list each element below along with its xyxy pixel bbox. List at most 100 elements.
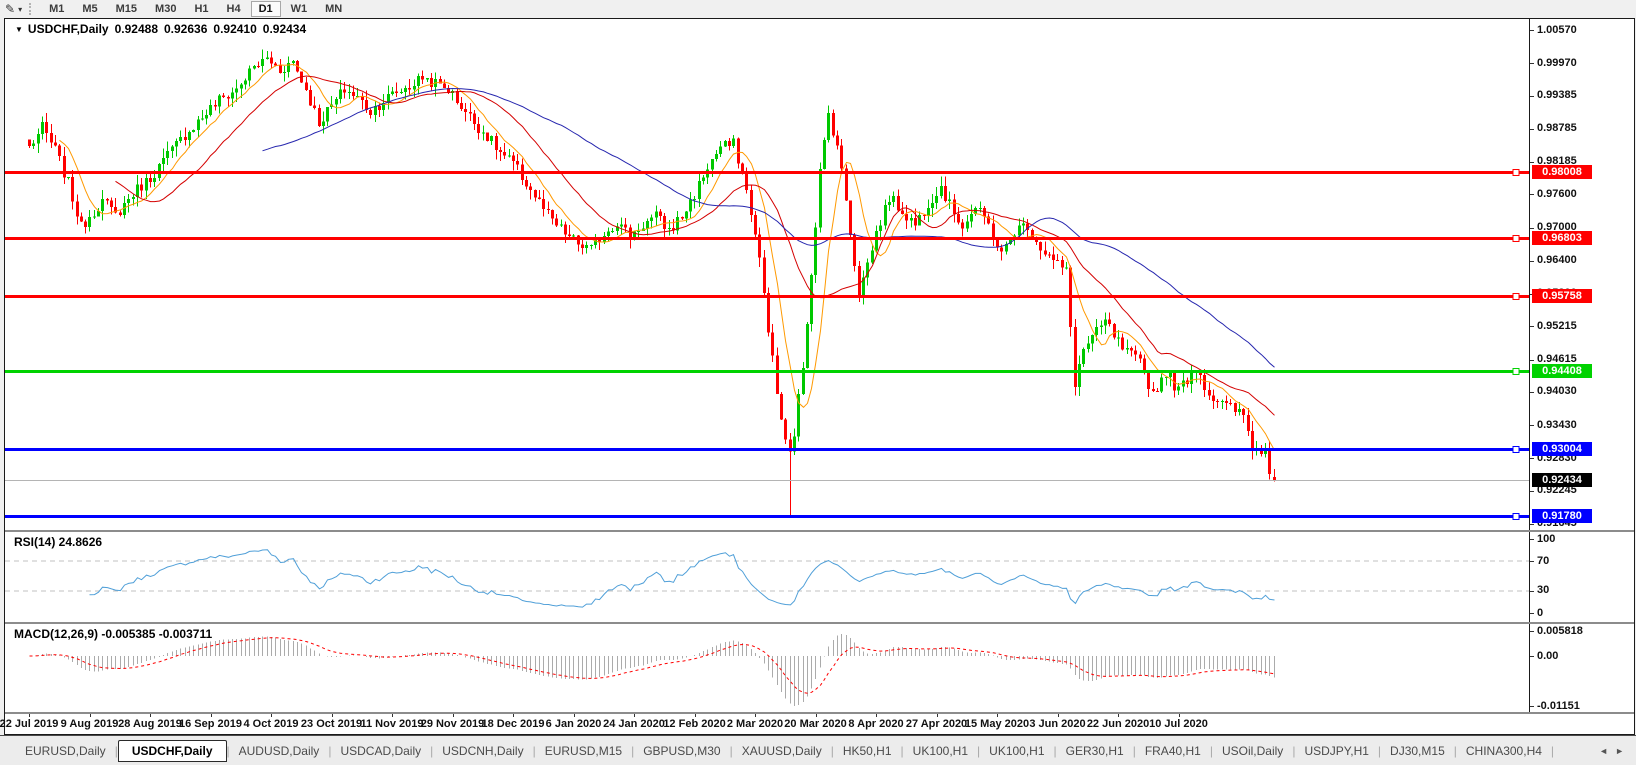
price-badge: 0.98008: [1532, 164, 1592, 179]
price-tick-mark: [1530, 260, 1534, 262]
macd-tick-mark: [1530, 656, 1534, 657]
rsi-label: RSI(14) 24.8626: [14, 535, 103, 549]
date-tick-mark: [452, 714, 454, 717]
timeframe-button-mn[interactable]: MN: [325, 3, 343, 15]
date-label: 20 Mar 2020: [784, 718, 847, 730]
drawing-tools-dropdown-icon[interactable]: ▾: [18, 4, 23, 14]
date-tick-mark: [936, 714, 938, 717]
date-label: 16 Sep 2019: [179, 718, 242, 730]
price-tick-mark: [1530, 326, 1534, 328]
macd-tick-mark: [1530, 706, 1534, 707]
price-tick-mark: [1530, 161, 1534, 163]
timeframe-button-m5[interactable]: M5: [82, 3, 98, 15]
chart-tab-xauusd-daily[interactable]: XAUUSD,Daily: [741, 743, 822, 758]
chart-tab-china300-h4[interactable]: CHINA300,H4: [1465, 743, 1542, 758]
rsi-pane[interactable]: [5, 532, 1529, 622]
price-badge: 0.93004: [1532, 441, 1592, 456]
rsi-tick-label: 100: [1537, 532, 1556, 545]
date-label: 24 Jan 2020: [603, 718, 665, 730]
price-tick-label: 0.99970: [1537, 56, 1577, 69]
price-tick-label: 0.95215: [1537, 319, 1577, 332]
rsi-tick-mark: [1530, 539, 1534, 540]
price-tick-mark: [1530, 523, 1534, 525]
price-badge: 0.94408: [1532, 363, 1592, 378]
pane-separator[interactable]: [5, 622, 1634, 624]
chart-tab-usdjpy-h1[interactable]: USDJPY,H1: [1304, 743, 1369, 758]
chart-tab-usoil-daily[interactable]: USOil,Daily: [1221, 743, 1284, 758]
date-tick-mark: [89, 714, 91, 717]
macd-pane[interactable]: [5, 624, 1529, 712]
tab-scroll-right-icon[interactable]: ►: [1615, 745, 1624, 756]
pane-separator[interactable]: [5, 712, 1634, 714]
date-tick-mark: [1118, 714, 1119, 717]
tab-scroll-controls: ◄ ►: [1592, 746, 1636, 756]
rsi-tick-mark: [1530, 590, 1534, 592]
price-tick-label: 0.98785: [1537, 122, 1577, 135]
price-chart-pane[interactable]: [5, 19, 1529, 530]
drawing-tools-icon[interactable]: ✎: [5, 2, 16, 16]
price-tick-label: 0.98185: [1537, 155, 1577, 168]
timeframe-button-m1[interactable]: M1: [49, 3, 65, 15]
price-tick-mark: [1530, 391, 1534, 393]
price-tick-mark: [1530, 425, 1534, 427]
toolbar-grip[interactable]: [29, 3, 33, 15]
price-tick-mark: [1530, 63, 1534, 65]
price-tick-label: 0.96400: [1537, 254, 1577, 267]
chart-tab-usdchf-daily[interactable]: USDCHF,Daily: [117, 739, 227, 762]
date-label: 22 Jun 2020: [1086, 718, 1150, 730]
tab-scroll-left-icon[interactable]: ◄: [1599, 745, 1609, 756]
price-badge: 0.92434: [1532, 473, 1592, 488]
tab-separator: |: [900, 743, 904, 758]
date-label: 27 Apr 2020: [905, 718, 968, 730]
date-label: 6 Jan 2020: [545, 718, 602, 730]
price-tick-mark: [1530, 458, 1534, 460]
chart-tab-usdcnh-daily[interactable]: USDCNH,Daily: [442, 743, 524, 758]
timeframe-button-h4[interactable]: H4: [226, 3, 241, 15]
timeframe-button-h1[interactable]: H1: [194, 3, 209, 15]
timeframe-button-m30[interactable]: M30: [155, 3, 177, 15]
date-label: 18 Dec 2019: [481, 718, 545, 730]
chart-tab-eurusd-m15[interactable]: EURUSD,M15: [544, 743, 623, 758]
pane-separator[interactable]: [5, 530, 1634, 532]
price-tick-mark: [1530, 95, 1534, 97]
chart-tab-usdcad-daily[interactable]: USDCAD,Daily: [340, 743, 422, 758]
tab-separator: |: [1453, 743, 1457, 758]
rsi-tick-label: 70: [1537, 554, 1550, 567]
macd-tick-label: -0.01151: [1537, 699, 1580, 712]
chart-tab-uk100-h1[interactable]: UK100,H1: [912, 743, 969, 758]
timeframe-buttons: M1 M5 M15 M30 H1 H4 D1 W1 MN: [40, 1, 351, 17]
chart-tab-fra40-h1[interactable]: FRA40,H1: [1144, 743, 1201, 758]
chart-tab-gbpusd-m30[interactable]: GBPUSD,M30: [643, 743, 721, 758]
price-tick-label: 0.94615: [1537, 353, 1577, 366]
date-tick-mark: [876, 714, 877, 717]
chart-tab-hk50-h1[interactable]: HK50,H1: [842, 743, 892, 758]
date-tick-mark: [755, 714, 756, 717]
rsi-tick-mark: [1530, 613, 1534, 614]
chart-tab-audusd-daily[interactable]: AUDUSD,Daily: [238, 743, 320, 758]
chart-tab-uk100-h1[interactable]: UK100,H1: [989, 743, 1045, 758]
chart-tab-eurusd-daily[interactable]: EURUSD,Daily: [25, 743, 106, 758]
chart-tab-ger30-h1[interactable]: GER30,H1: [1065, 743, 1124, 758]
price-tick-label: 0.94030: [1537, 385, 1577, 398]
tab-separator: |: [977, 743, 981, 758]
price-tick-label: 0.97000: [1537, 221, 1577, 234]
date-tick-mark: [1057, 714, 1059, 717]
date-label: 28 Aug 2019: [118, 718, 182, 730]
ohlc-high: 0.92636: [164, 22, 208, 36]
price-tick-mark: [1530, 227, 1534, 229]
timeframe-button-d1[interactable]: D1: [250, 1, 281, 17]
timeframe-button-m15[interactable]: M15: [115, 3, 138, 15]
date-label: 3 Jun 2020: [1029, 718, 1086, 730]
top-toolbar: ✎ ▾ M1 M5 M15 M30 H1 H4 D1 W1 MN: [0, 0, 1636, 18]
tab-separator: |: [1377, 743, 1382, 758]
chart-window[interactable]: ▼ USDCHF,Daily 0.92488 0.92636 0.92410 0.9243…: [0, 18, 1635, 735]
time-axis[interactable]: 22 Jul 2019 9 Aug 2019 28 Aug 2019 16 Sep 2…: [0, 714, 1634, 734]
symbol-collapse-icon[interactable]: ▼: [15, 25, 23, 34]
date-tick-mark: [1178, 714, 1180, 717]
price-axis[interactable]: 1.00570 0.99970 0.99385 0.98785 0.98185 0.976…: [1529, 19, 1634, 714]
date-tick-mark: [392, 714, 393, 717]
timeframe-button-w1[interactable]: W1: [290, 3, 308, 15]
tab-separator: |: [1209, 743, 1213, 758]
chart-tab-dj30-m15[interactable]: DJ30,M15: [1390, 743, 1445, 758]
tab-separator: |: [1132, 743, 1136, 758]
